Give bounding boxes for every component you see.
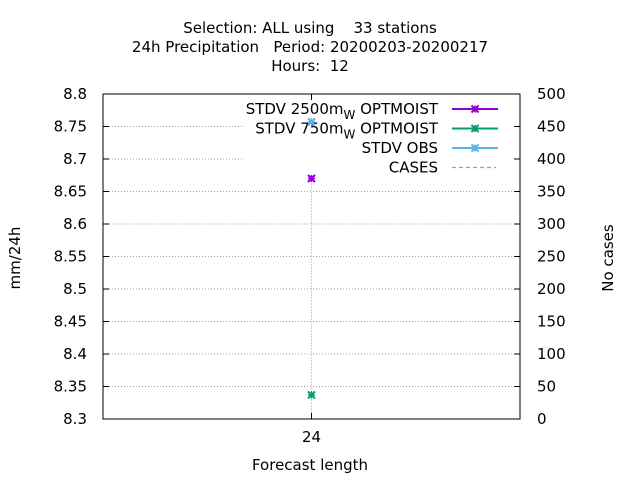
data-point	[307, 174, 316, 183]
y-tick-label: 8.75	[54, 118, 87, 136]
legend-label: CASES	[389, 159, 438, 177]
y-axis-label: mm/24h	[6, 227, 24, 290]
y-tick-label: 8.65	[54, 183, 87, 201]
legend-entry: CASES	[389, 159, 496, 177]
legend-label: STDV 2500mW OPTMOIST	[246, 100, 439, 122]
title-line-2: 24h Precipitation Period: 20200203-20200…	[132, 38, 488, 56]
y-tick-label: 8.4	[63, 345, 87, 363]
y2-tick-label: 50	[537, 378, 556, 396]
data-marks	[307, 117, 316, 400]
x-tick-label: 24	[302, 428, 321, 446]
legend-entry: STDV 750mW OPTMOIST	[255, 120, 498, 142]
legend-entry: STDV OBS	[362, 139, 498, 157]
y2-axis-label: No cases	[599, 224, 617, 292]
y2-tick-label: 500	[537, 85, 566, 103]
legend-marker	[470, 104, 480, 114]
y2-tick-label: 100	[537, 345, 566, 363]
y-tick-label: 8.8	[63, 85, 87, 103]
y-tick-label: 8.6	[63, 215, 87, 233]
y2-tick-label: 250	[537, 248, 566, 266]
y-tick-label: 8.7	[63, 150, 87, 168]
legend-marker	[470, 124, 480, 133]
legend-label: STDV OBS	[362, 139, 438, 157]
x-axis-label: Forecast length	[252, 456, 368, 474]
title-line-1: Selection: ALL using 33 stations	[183, 19, 437, 37]
legend-marker	[470, 143, 480, 153]
y2-tick-label: 300	[537, 215, 566, 233]
y2-tick-label: 350	[537, 183, 566, 201]
data-point	[307, 117, 316, 127]
title-line-3: Hours: 12	[271, 57, 349, 75]
y2-tick-label: 150	[537, 313, 566, 331]
y-tick-label: 8.5	[63, 280, 87, 298]
legend-entry: STDV 2500mW OPTMOIST	[246, 100, 498, 122]
y-tick-label: 8.55	[54, 248, 87, 266]
y-tick-label: 8.35	[54, 378, 87, 396]
y-tick-label: 8.45	[54, 313, 87, 331]
y2-tick-label: 450	[537, 118, 566, 136]
y2-tick-label: 200	[537, 280, 566, 298]
chart-title: Selection: ALL using 33 stations 24h Pre…	[132, 19, 488, 75]
y2-tick-label: 400	[537, 150, 566, 168]
axes: 8.3 8.35 8.4 8.45 8.5 8.55 8.6 8.65 8.7 8.75 8.8 0 5…	[54, 85, 566, 446]
y-tick-label: 8.3	[63, 410, 87, 428]
grid	[103, 126, 520, 419]
y2-tick-label: 0	[537, 410, 547, 428]
data-point	[307, 390, 316, 400]
legend-label: STDV 750mW OPTMOIST	[255, 120, 439, 142]
